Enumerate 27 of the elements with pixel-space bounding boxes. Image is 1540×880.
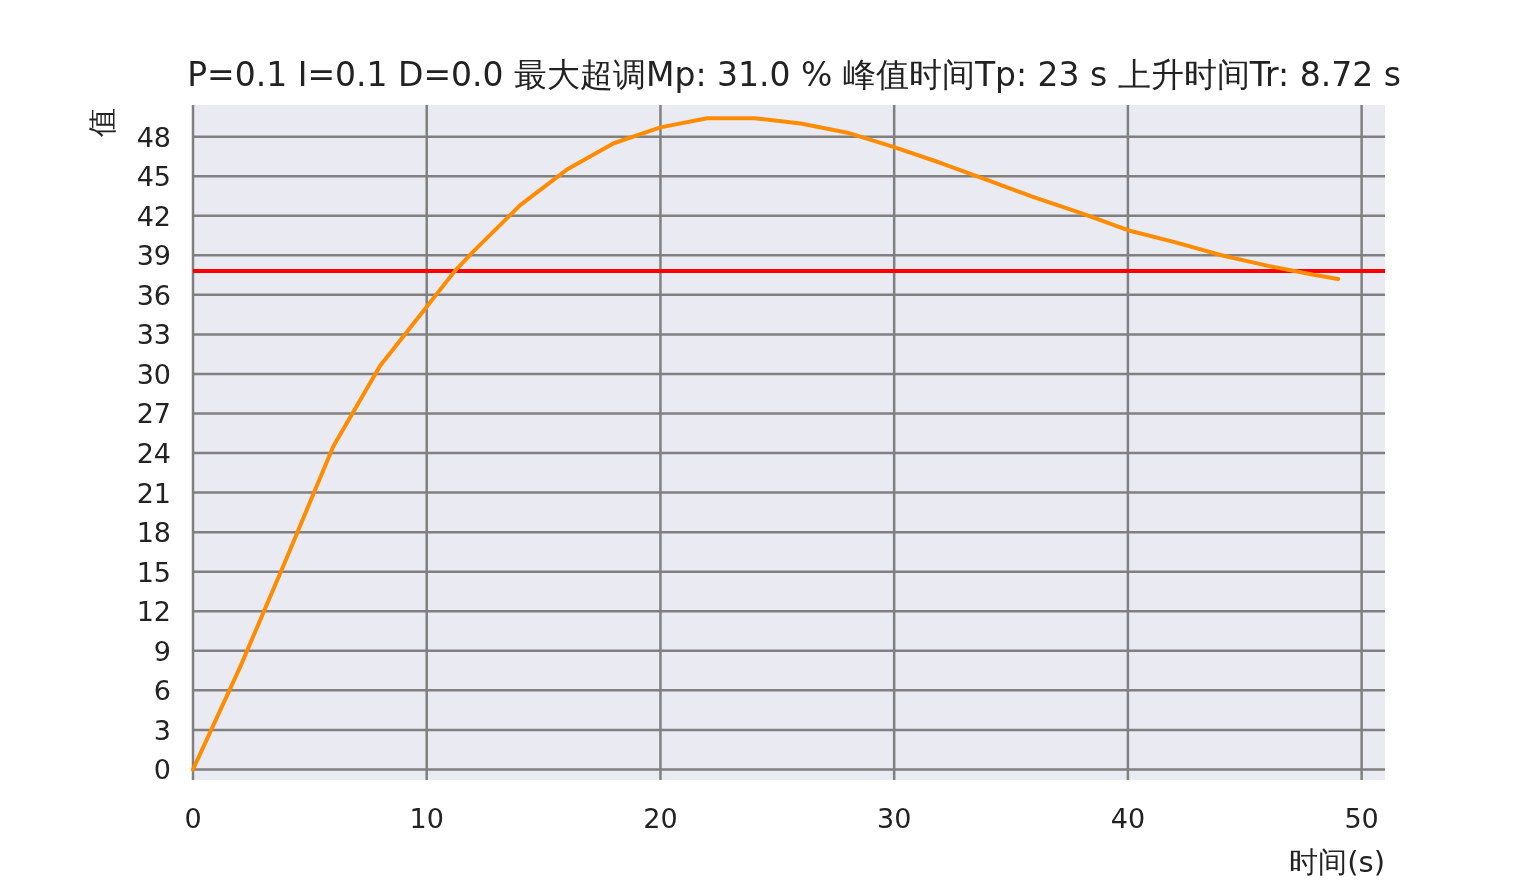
y-tick-label: 6 bbox=[153, 675, 171, 707]
y-tick-label: 18 bbox=[136, 517, 171, 549]
x-tick-label: 20 bbox=[643, 803, 678, 834]
y-tick-label: 39 bbox=[136, 240, 171, 272]
y-tick-label: 30 bbox=[136, 358, 171, 390]
y-tick-label: 12 bbox=[136, 596, 171, 628]
x-axis-title: 时间(s) bbox=[1289, 845, 1385, 879]
x-tick-label: 10 bbox=[409, 803, 444, 834]
x-tick-label: 50 bbox=[1344, 803, 1379, 834]
y-tick-label: 45 bbox=[136, 161, 171, 193]
y-tick-label: 24 bbox=[136, 438, 171, 470]
y-tick-label: 9 bbox=[153, 635, 171, 667]
chart-title: P=0.1 I=0.1 D=0.0 最大超调Mp: 31.0 % 峰值时间Tp: 23 s 上升时间Tr: 8.72 s bbox=[187, 55, 1401, 94]
y-tick-label: 33 bbox=[136, 319, 171, 351]
y-axis-title: 值 bbox=[85, 107, 119, 137]
y-tick-label: 0 bbox=[153, 754, 171, 786]
y-tick-label: 36 bbox=[136, 279, 171, 311]
y-tick-label: 48 bbox=[136, 121, 171, 153]
x-tick-label: 30 bbox=[877, 803, 912, 834]
x-tick-label: 40 bbox=[1110, 803, 1146, 834]
y-tick-label: 15 bbox=[136, 556, 171, 588]
line-series bbox=[191, 116, 1341, 772]
x-tick-label: 0 bbox=[184, 803, 202, 834]
y-tick-label: 3 bbox=[153, 714, 171, 746]
y-tick-label: 42 bbox=[136, 200, 171, 232]
y-tick-label: 27 bbox=[136, 398, 171, 430]
y-tick-label: 21 bbox=[136, 477, 171, 509]
